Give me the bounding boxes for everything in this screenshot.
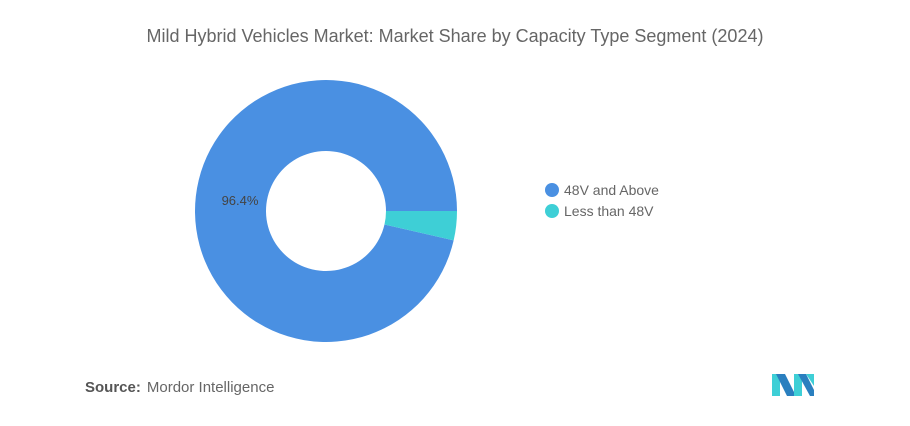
mordor-intelligence-logo xyxy=(772,374,814,396)
donut-slice-1 xyxy=(384,211,457,241)
source-text: Mordor Intelligence xyxy=(146,379,275,396)
legend-item: Less than 48V xyxy=(545,200,659,221)
source-note: Source: Mordor Intelligence xyxy=(85,379,274,396)
legend: 48V and Above Less than 48V xyxy=(545,179,659,221)
legend-label: Less than 48V xyxy=(564,202,654,219)
chart-title: Mild Hybrid Vehicles Market: Market Shar… xyxy=(146,26,764,46)
legend-label: 48V and Above xyxy=(564,181,659,198)
source-label: Source: xyxy=(85,379,141,396)
legend-item: 48V and Above xyxy=(545,179,659,200)
legend-swatch xyxy=(545,182,559,197)
donut-slice-0 xyxy=(195,80,457,342)
legend-swatch xyxy=(545,203,559,218)
data-label: 96.4% xyxy=(222,193,259,208)
